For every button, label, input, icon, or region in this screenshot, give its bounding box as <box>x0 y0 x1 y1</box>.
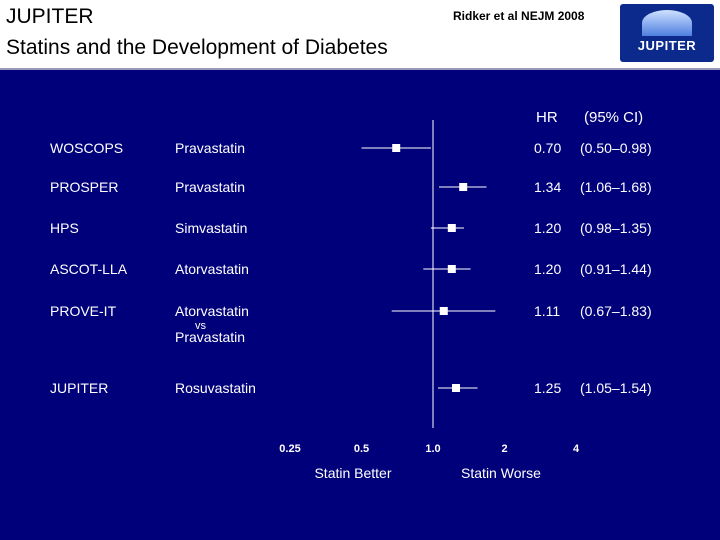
drug-name: Simvastatin <box>175 220 247 236</box>
hr-point <box>459 183 468 191</box>
ci-value: (0.50–0.98) <box>580 140 652 156</box>
trial-name: ASCOT-LLA <box>50 261 128 277</box>
hr-value: 1.20 <box>534 220 561 236</box>
ci-value: (1.06–1.68) <box>580 179 652 195</box>
hr-value: 0.70 <box>534 140 561 156</box>
slide-subtitle: Statins and the Development of Diabetes <box>6 36 388 59</box>
drug-name: Pravastatin <box>175 179 245 195</box>
trial-name: PROSPER <box>50 179 118 195</box>
hr-point <box>392 144 401 152</box>
trial-name: PROVE-IT <box>50 303 117 319</box>
drug-name: vs <box>195 320 207 332</box>
x-tick-label: 0.5 <box>354 443 369 455</box>
hr-value: 1.11 <box>534 303 560 319</box>
ci-value: (0.98–1.35) <box>580 220 652 236</box>
column-header-ci: (95% CI) <box>584 109 643 126</box>
ci-value: (0.91–1.44) <box>580 261 652 277</box>
hr-point <box>452 384 461 392</box>
citation: Ridker et al NEJM 2008 <box>453 9 585 23</box>
trial-name: HPS <box>50 220 79 236</box>
slide-header: JUPITER Statins and the Development of D… <box>0 0 720 70</box>
forest-row: JUPITER Rosuvastatin 1.25 (1.05–1.54) <box>50 380 652 396</box>
ci-value: (1.05–1.54) <box>580 380 652 396</box>
trial-name: JUPITER <box>50 380 108 396</box>
drug-name: Rosuvastatin <box>175 380 256 396</box>
trial-name: WOSCOPS <box>50 140 123 156</box>
globe-icon <box>642 10 692 36</box>
drug-name: Atorvastatin <box>175 303 249 319</box>
ci-value: (0.67–1.83) <box>580 303 652 319</box>
axis-layer: HR (95% CI) 0.25 0.5 1.0 2 4 Statin Better Stati… <box>279 109 643 481</box>
drug-name: Pravastatin <box>175 140 245 156</box>
drug-name: Atorvastatin <box>175 261 249 277</box>
statin-worse-label: Statin Worse <box>461 465 541 481</box>
hr-value: 1.20 <box>534 261 561 277</box>
forest-row: PROSPER Pravastatin 1.34 (1.06–1.68) <box>50 179 652 195</box>
forest-row: WOSCOPS Pravastatin 0.70 (0.50–0.98) <box>50 140 652 156</box>
x-tick-label: 2 <box>501 443 507 455</box>
drug-name: Pravastatin <box>175 329 245 345</box>
forest-row: HPS Simvastatin 1.20 (0.98–1.35) <box>50 220 652 236</box>
jupiter-logo: JUPITER <box>620 4 714 62</box>
x-tick-label: 1.0 <box>425 443 440 455</box>
x-tick-label: 4 <box>573 443 580 455</box>
x-tick-label: 0.25 <box>279 443 300 455</box>
hr-value: 1.34 <box>534 179 561 195</box>
hr-point <box>447 224 456 232</box>
logo-text: JUPITER <box>637 38 697 53</box>
hr-point <box>447 265 456 273</box>
column-header-hr: HR <box>536 109 558 126</box>
forest-row: ASCOT-LLA Atorvastatin 1.20 (0.91–1.44) <box>50 261 652 277</box>
statin-better-label: Statin Better <box>314 465 391 481</box>
slide-title: JUPITER <box>6 5 94 28</box>
rows-layer: WOSCOPS Pravastatin 0.70 (0.50–0.98) PROSPER… <box>50 140 652 396</box>
hr-point <box>439 307 448 315</box>
hr-value: 1.25 <box>534 380 561 396</box>
